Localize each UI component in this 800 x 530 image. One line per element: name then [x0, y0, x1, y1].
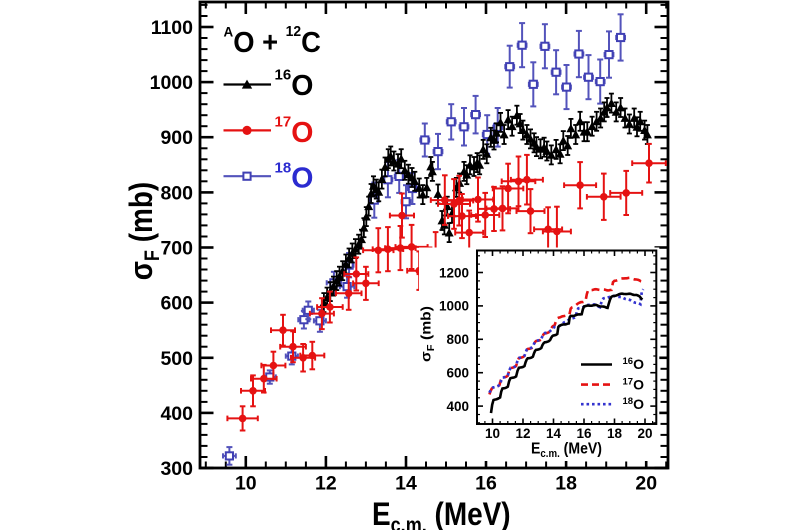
svg-text:900: 900 [160, 127, 193, 149]
svg-text:20: 20 [637, 426, 652, 441]
svg-text:σF (mb): σF (mb) [124, 182, 164, 280]
svg-text:600: 600 [160, 293, 193, 315]
svg-text:18O: 18O [275, 159, 314, 194]
svg-text:14: 14 [395, 473, 417, 495]
svg-text:700: 700 [160, 238, 193, 260]
svg-text:18: 18 [607, 426, 623, 441]
svg-text:AO + 12C: AO + 12C [224, 24, 321, 58]
svg-text:800: 800 [446, 332, 469, 347]
svg-text:14: 14 [546, 426, 562, 441]
svg-text:1100: 1100 [151, 17, 193, 39]
svg-text:1200: 1200 [439, 265, 469, 280]
svg-text:10: 10 [485, 426, 500, 441]
svg-text:300: 300 [160, 458, 193, 480]
svg-text:400: 400 [160, 403, 193, 425]
svg-text:17O: 17O [275, 114, 314, 149]
svg-text:18O: 18O [623, 396, 645, 412]
svg-text:10: 10 [235, 473, 257, 495]
svg-text:20: 20 [635, 473, 657, 495]
svg-text:1000: 1000 [439, 299, 469, 314]
svg-text:12: 12 [315, 473, 337, 495]
svg-text:600: 600 [446, 366, 469, 381]
svg-text:16: 16 [576, 426, 592, 441]
svg-text:18: 18 [555, 473, 577, 495]
svg-text:16O: 16O [275, 67, 314, 102]
svg-text:16O: 16O [623, 356, 645, 372]
svg-text:Ec.m. (MeV): Ec.m. (MeV) [531, 440, 602, 460]
svg-text:1000: 1000 [150, 72, 194, 94]
svg-text:17O: 17O [623, 376, 645, 392]
svg-text:16: 16 [475, 473, 497, 495]
svg-text:400: 400 [446, 399, 469, 414]
svg-text:500: 500 [160, 348, 193, 370]
svg-text:12: 12 [515, 426, 530, 441]
svg-text:σF (mb): σF (mb) [419, 306, 436, 362]
svg-text:800: 800 [160, 182, 193, 204]
